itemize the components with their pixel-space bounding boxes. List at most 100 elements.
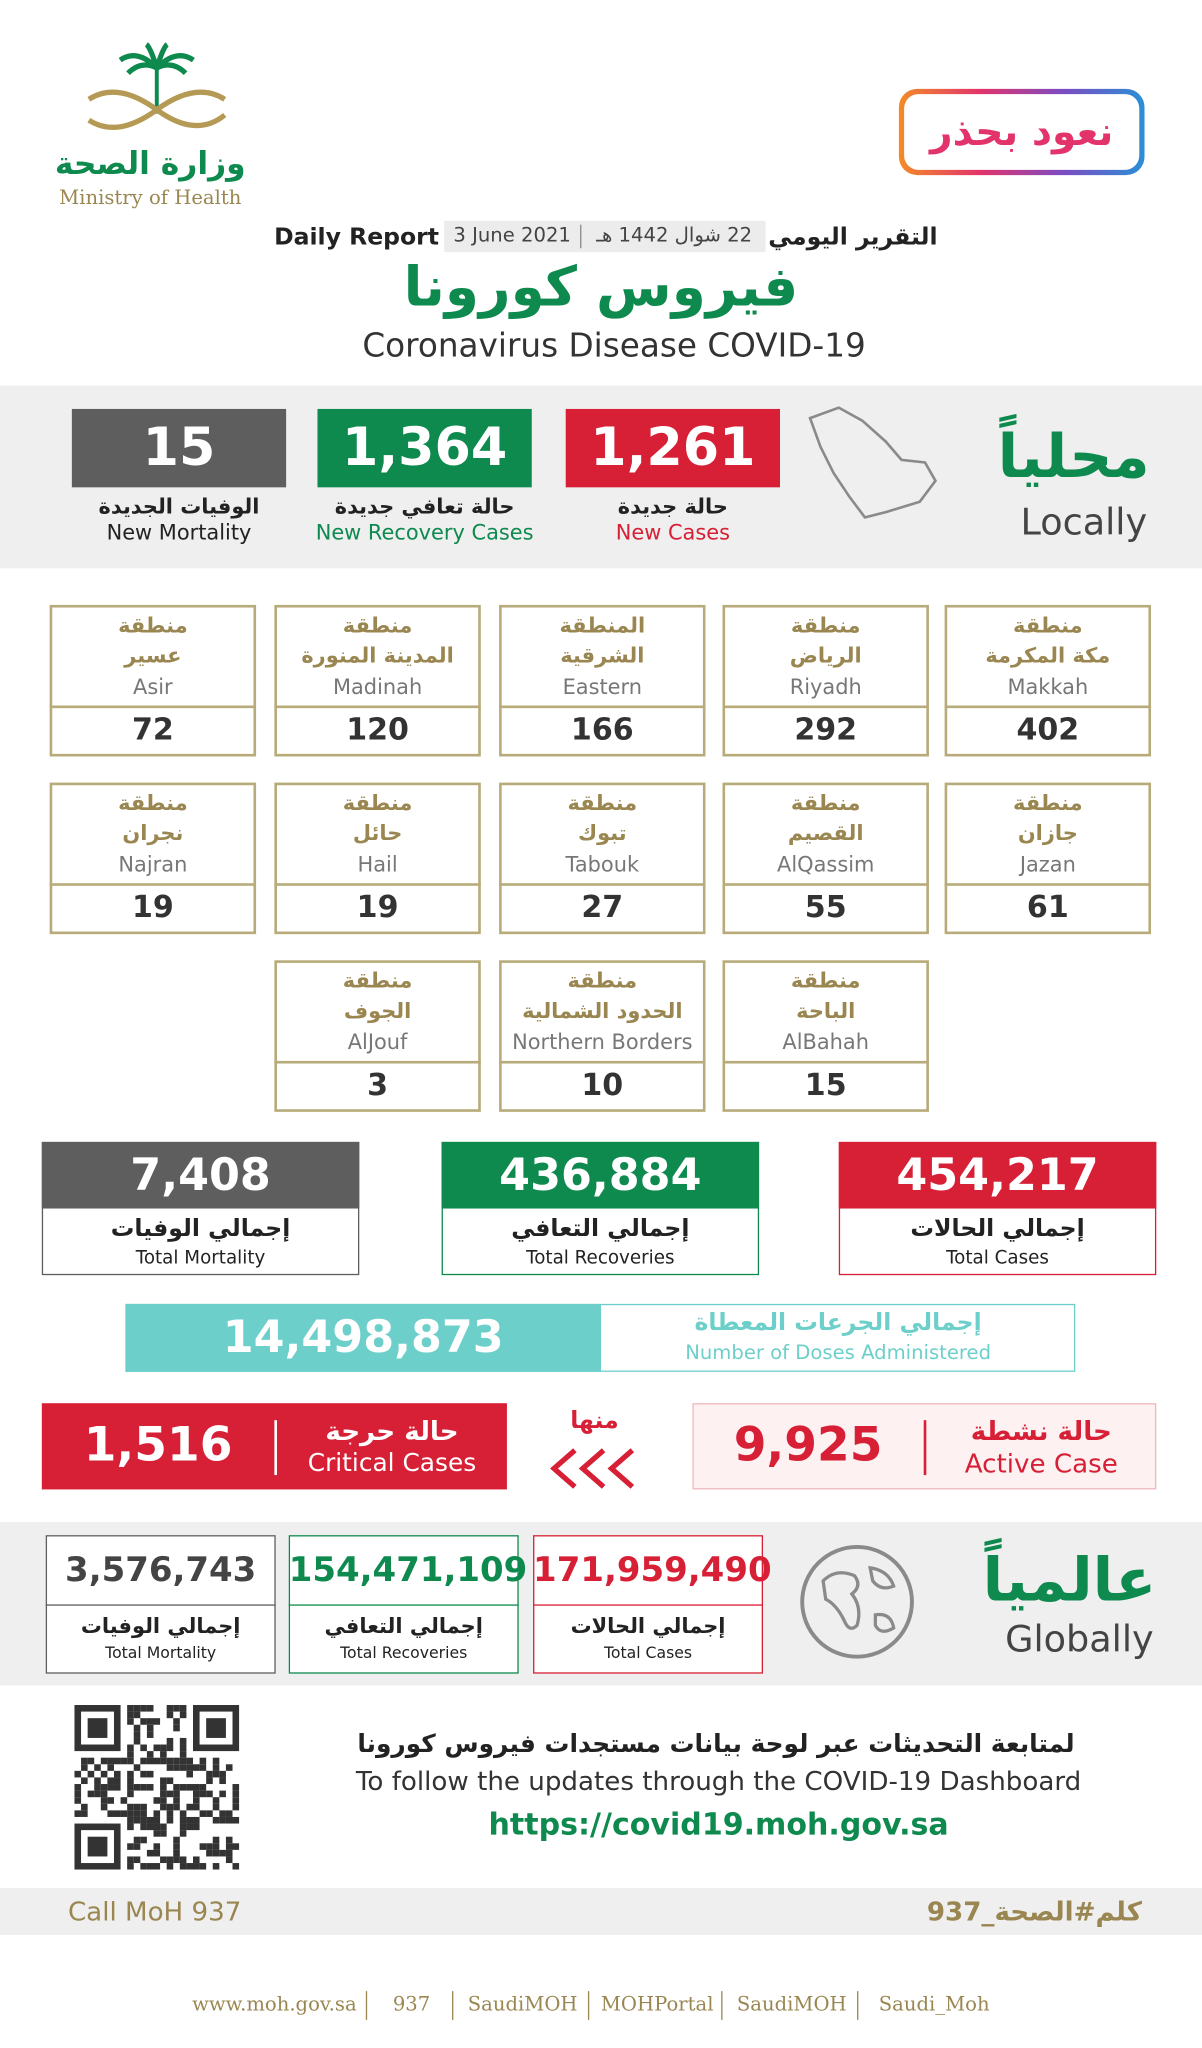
region-divider bbox=[944, 705, 1152, 709]
critical-label-ar: حالة حرجة bbox=[325, 1414, 459, 1447]
region-box bbox=[49, 782, 257, 935]
link-separator bbox=[365, 1991, 368, 2020]
local-stat-label-ar: حالة جديدة bbox=[617, 493, 728, 519]
region-divider bbox=[499, 1060, 706, 1064]
doses-label-ar: إجمالي الجرعات المعطاة bbox=[694, 1309, 982, 1337]
region-box bbox=[722, 604, 929, 757]
region-name-en: Riyadh bbox=[789, 673, 862, 699]
region-name-en: Northern Borders bbox=[512, 1029, 693, 1054]
date-separator bbox=[580, 224, 582, 249]
region-value: 19 bbox=[131, 891, 174, 926]
local-stat-value: 1,364 bbox=[341, 418, 508, 479]
region-line1: منطقة bbox=[118, 789, 188, 815]
critical-label-en: Critical Cases bbox=[307, 1448, 477, 1478]
doses-value-band bbox=[125, 1303, 601, 1372]
critical-box bbox=[41, 1403, 507, 1490]
social-link[interactable]: SaudiMOH bbox=[467, 1992, 578, 2017]
date: 3 June 2021 bbox=[453, 223, 571, 248]
region-value: 61 bbox=[1026, 891, 1069, 926]
local-label-en: Locally bbox=[1020, 500, 1148, 544]
global-label-en: Globally bbox=[1005, 1617, 1154, 1661]
region-line2: الجوف bbox=[343, 997, 412, 1023]
region-name-en: Jazan bbox=[1019, 851, 1076, 877]
region-line1: منطقة bbox=[118, 612, 188, 638]
region-line1: منطقة bbox=[342, 789, 413, 815]
total-value: 7,408 bbox=[130, 1149, 271, 1202]
region-divider bbox=[274, 1060, 481, 1064]
title-ar: فيروس كورونا bbox=[403, 254, 799, 319]
report-ar: التقرير اليومي bbox=[768, 223, 938, 252]
link-separator bbox=[452, 1991, 454, 2020]
region-name-en: AlBahah bbox=[782, 1029, 869, 1054]
global-label-ar: إجمالي التعافي bbox=[324, 1613, 483, 1638]
region-value: 166 bbox=[570, 713, 634, 748]
region-box bbox=[499, 782, 706, 935]
social-link[interactable]: MOHPortal bbox=[600, 1992, 714, 2017]
region-line1: المنطقة bbox=[559, 612, 646, 638]
social-link[interactable]: www.moh.gov.sa bbox=[192, 1992, 357, 2017]
region-divider bbox=[49, 705, 257, 709]
dashboard-url[interactable]: https://covid19.moh.gov.sa bbox=[488, 1808, 949, 1843]
footer-note-en: To follow the updates through the COVID-… bbox=[355, 1765, 1082, 1797]
hashtag: كلم#الصحة_937 bbox=[926, 1895, 1142, 1928]
region-line1: منطقة bbox=[790, 789, 861, 815]
link-separator bbox=[721, 1991, 723, 2020]
total-value: 436,884 bbox=[499, 1149, 702, 1202]
region-line1: منطقة bbox=[567, 967, 638, 993]
region-box bbox=[944, 604, 1152, 757]
region-box bbox=[499, 960, 706, 1112]
total-label-ar: إجمالي الحالات bbox=[910, 1215, 1085, 1243]
region-box bbox=[274, 782, 481, 935]
local-stat-box bbox=[71, 408, 287, 488]
region-line2: تبوك bbox=[577, 819, 627, 845]
region-value: 292 bbox=[794, 713, 858, 748]
local-stat-label-en: New Recovery Cases bbox=[315, 519, 534, 545]
region-name-en: AlQassim bbox=[777, 851, 875, 877]
region-value: 27 bbox=[581, 891, 624, 926]
slogan: نعود بحذر bbox=[930, 109, 1114, 155]
title-en: Coronavirus Disease COVID-19 bbox=[362, 326, 866, 365]
total-value: 454,217 bbox=[896, 1149, 1099, 1202]
global-value: 154,471,109 bbox=[288, 1550, 528, 1591]
region-line2: مكة المكرمة bbox=[985, 642, 1111, 668]
footer-note-ar: لمتابعة التحديثات عبر لوحة بيانات مستجدا… bbox=[357, 1729, 1075, 1759]
region-divider bbox=[49, 883, 257, 886]
region-name-en: Eastern bbox=[562, 673, 643, 699]
doses-label-en: Number of Doses Administered bbox=[685, 1340, 992, 1365]
region-line1: منطقة bbox=[567, 789, 638, 815]
social-link[interactable]: SaudiMOH bbox=[736, 1992, 847, 2017]
region-name-en: Makkah bbox=[1007, 673, 1089, 699]
local-stat-label-ar: حالة تعافي جديدة bbox=[334, 493, 515, 519]
region-line2: الشرقية bbox=[560, 642, 645, 668]
region-value: 3 bbox=[367, 1068, 389, 1103]
total-label-ar: إجمالي الوفيات bbox=[110, 1215, 291, 1243]
region-divider bbox=[499, 883, 706, 886]
ministry-ar: وزارة الصحة bbox=[54, 145, 246, 183]
region-line2: المدينة المنورة bbox=[301, 642, 454, 668]
region-name-en: Madinah bbox=[332, 673, 423, 699]
global-label-ar: إجمالي الوفيات bbox=[80, 1613, 241, 1638]
region-line2: جازان bbox=[1017, 819, 1078, 845]
region-name-en: Najran bbox=[118, 851, 188, 877]
link-separator bbox=[587, 1991, 590, 2020]
critical-divider bbox=[274, 1420, 277, 1476]
local-stat-label-en: New Cases bbox=[615, 519, 730, 545]
local-stat-value: 1,261 bbox=[590, 418, 756, 479]
region-line1: منطقة bbox=[1013, 612, 1083, 638]
social-link[interactable]: 937 bbox=[392, 1992, 431, 2017]
region-name-en: Asir bbox=[133, 673, 173, 699]
arrows bbox=[549, 1448, 635, 1489]
date-hijri: 22 شوال 1442 هـ bbox=[596, 223, 753, 248]
social-link[interactable]: Saudi_Moh bbox=[878, 1992, 990, 2017]
region-value: 120 bbox=[346, 713, 409, 748]
local-stat-label-en: New Mortality bbox=[106, 519, 252, 545]
region-line2: القصيم bbox=[787, 819, 864, 845]
region-divider bbox=[722, 705, 929, 709]
region-divider bbox=[499, 705, 706, 709]
link-separator bbox=[857, 1991, 859, 2020]
region-line2: الحدود الشمالية bbox=[522, 997, 683, 1023]
region-divider bbox=[274, 883, 481, 886]
region-box bbox=[944, 782, 1152, 935]
of-which: منها bbox=[570, 1407, 619, 1435]
local-label-ar: محلياً bbox=[997, 420, 1150, 492]
